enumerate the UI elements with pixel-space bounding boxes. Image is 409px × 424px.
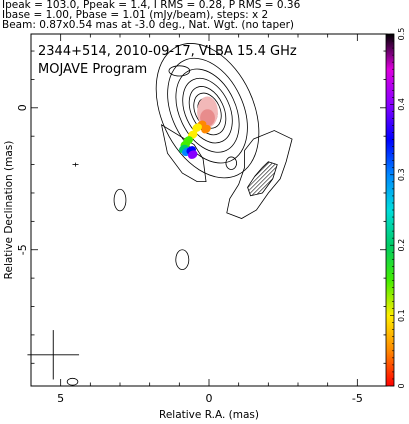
jet-contour xyxy=(226,130,293,219)
hatch-line xyxy=(308,162,342,196)
x-tick-label: -5 xyxy=(352,392,363,405)
hatch-line xyxy=(247,161,274,196)
header-line-3: Beam: 0.87x0.54 mas at -3.0 deg., Nat. W… xyxy=(2,19,295,31)
hatch-line xyxy=(251,161,278,196)
polarization-spot xyxy=(192,123,202,132)
colorbar-ticks: 0 0.1 0.2 0.3 0.4 0.5 xyxy=(390,28,406,389)
polarization-spot xyxy=(187,150,198,159)
jet-contour xyxy=(160,124,207,183)
y-axis-label: Relative Declination (mas) xyxy=(3,141,15,280)
x-axis-label: Relative R.A. (mas) xyxy=(159,409,259,421)
polarization-layer xyxy=(179,120,211,159)
core-contour xyxy=(175,68,240,153)
hatch-line xyxy=(316,162,350,196)
chart-title-line-2: MOJAVE Program xyxy=(38,62,147,77)
jet-hatch xyxy=(208,161,350,196)
x-tick-label: 0 xyxy=(206,392,213,405)
core-contour xyxy=(155,43,260,179)
colorbar-tick-label: 0.5 xyxy=(397,28,406,41)
hatch-line xyxy=(296,162,330,196)
x-tick-label: 5 xyxy=(57,392,64,405)
hatch-line xyxy=(312,162,346,196)
core-contour xyxy=(193,92,222,129)
core-contour xyxy=(167,57,248,164)
hatch-line xyxy=(255,161,278,196)
plot-frame xyxy=(30,33,388,387)
hatch-line xyxy=(208,162,242,196)
colorbar-tick-label: 0 xyxy=(397,383,406,388)
hatch-line xyxy=(288,162,322,196)
colorbar-tick-label: 0.3 xyxy=(397,168,406,181)
jet-inner-contour xyxy=(247,161,278,197)
contour-layer xyxy=(27,43,350,386)
y-tick-label: 0 xyxy=(16,104,29,111)
colorbar-tick-label: 0.1 xyxy=(397,309,406,322)
colorbar-tick-label: 0.4 xyxy=(397,98,406,111)
hatch-line xyxy=(275,161,278,196)
hatch-line xyxy=(300,162,334,196)
island-contour xyxy=(113,188,127,212)
header-line-2: Ibase = 1.00, Pbase = 1.01 (mJy/beam), s… xyxy=(2,9,269,21)
island-contour xyxy=(66,377,79,386)
core-contour xyxy=(188,86,227,136)
hatch-line xyxy=(304,162,338,196)
island-contour xyxy=(168,65,191,77)
polarization-spot xyxy=(201,124,211,134)
colorbar-tick-label: 0.2 xyxy=(397,239,406,252)
hatch-line xyxy=(284,162,318,196)
header-line-1: Ipeak = 103.0, Ppeak = 1.4, I RMS = 0.28… xyxy=(2,0,301,11)
hatch-line xyxy=(292,162,326,196)
y-tick-label: -5 xyxy=(16,244,29,255)
axis-ticks: 5 0 -5 0 -5 xyxy=(16,34,388,405)
hatch-line xyxy=(247,161,278,196)
core-contour xyxy=(182,77,233,144)
island-contour xyxy=(175,249,190,271)
chart-title-line-1: 2344+514, 2010-09-17, VLBA 15.4 GHz xyxy=(38,44,297,59)
island-contour xyxy=(225,156,237,170)
hatch-line xyxy=(247,161,278,196)
